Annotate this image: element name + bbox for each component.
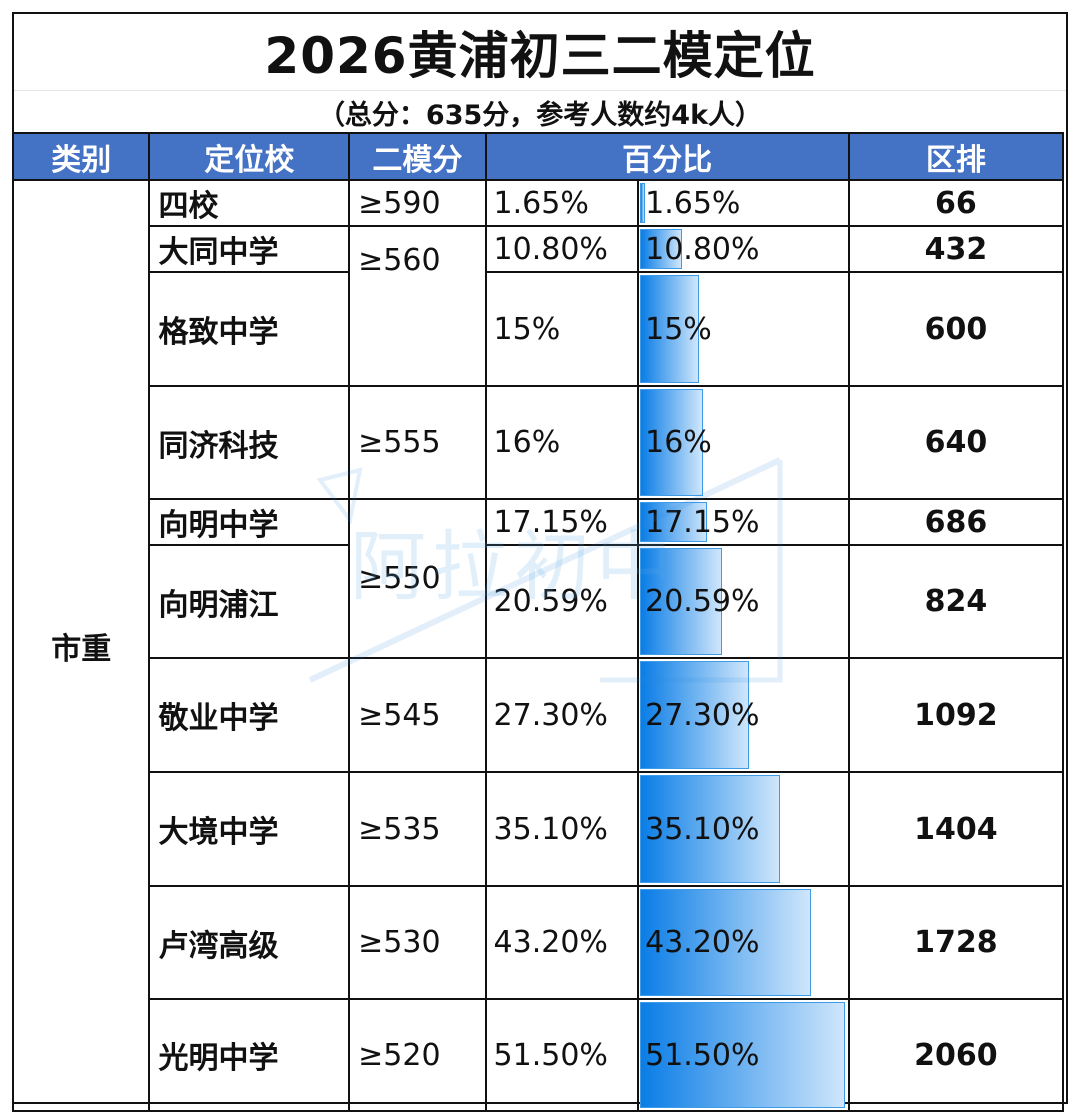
percent-bar	[640, 775, 780, 883]
percent-bar-label: 15%	[645, 311, 712, 347]
percent-bar	[640, 1002, 845, 1108]
percent-bar-label: 1.65%	[645, 185, 741, 221]
school-cell: 卢湾高级	[148, 885, 351, 1000]
table-row: 格致中学 15% 15% 600	[13, 271, 1065, 387]
school-cell: 敬业中学	[148, 657, 351, 773]
rank-cell: 2060	[847, 998, 1065, 1112]
percent-cell: 17.15%	[484, 498, 640, 546]
percent-bar	[640, 183, 646, 223]
percent-bar-cell: 16%	[637, 385, 850, 500]
percent-cell: 10.80%	[484, 225, 640, 273]
table-row: 光明中学 ≥520 51.50% 51.50% 2060	[13, 998, 1065, 1112]
table-row: 敬业中学 ≥545 27.30% 27.30% 1092	[13, 657, 1065, 773]
percent-cell: 16%	[484, 385, 640, 500]
header-category: 类别	[11, 132, 151, 181]
percent-bar-label: 17.15%	[645, 504, 760, 540]
table-row: 向明浦江 20.59% 20.59% 824	[13, 544, 1065, 659]
school-cell: 向明浦江	[148, 544, 351, 659]
score-cell: ≥590	[348, 179, 487, 227]
header-rank: 区排	[847, 132, 1065, 181]
page-title: 2026黄浦初三二模定位	[264, 27, 816, 85]
percent-bar-cell: 10.80%	[637, 225, 850, 273]
school-cell: 向明中学	[148, 498, 351, 546]
percent-bar-label: 16%	[645, 425, 712, 460]
percent-bar	[640, 889, 812, 996]
rank-cell: 600	[847, 271, 1065, 387]
percent-bar	[640, 502, 707, 542]
percent-bar	[640, 661, 749, 769]
percent-bar-cell: 1.65%	[637, 179, 850, 227]
score-cell: ≥560	[348, 225, 487, 387]
ranking-table: 类别 定位校 二模分 百分比 区排 市重 四校 ≥590 1.65% 1.65%…	[11, 132, 1065, 1112]
category-cell: 市重	[11, 179, 151, 1112]
table-row: 大同中学 ≥560 10.80% 10.80% 432	[13, 225, 1065, 387]
table-row: 卢湾高级 ≥530 43.20% 43.20% 1728	[13, 885, 1065, 1000]
rank-cell: 686	[847, 498, 1065, 546]
percent-cell: 43.20%	[484, 885, 640, 1000]
rank-cell: 640	[847, 385, 1065, 500]
page-subtitle: （总分：635分，参考人数约4k人）	[14, 90, 1066, 133]
school-cell: 四校	[148, 179, 351, 227]
score-cell: ≥545	[348, 657, 487, 773]
school-cell: 光明中学	[148, 998, 351, 1112]
percent-bar-cell: 17.15%	[637, 498, 850, 546]
school-cell: 大境中学	[148, 771, 351, 887]
percent-bar-cell: 43.20%	[637, 885, 850, 1000]
table-row: 大境中学 ≥535 35.10% 35.10% 1404	[13, 771, 1065, 887]
rank-cell: 1404	[847, 771, 1065, 887]
school-cell: 同济科技	[148, 385, 351, 500]
header-school: 定位校	[148, 132, 351, 181]
score-cell: ≥520	[348, 998, 487, 1112]
table-row: 同济科技 ≥555 16% 16% 640	[13, 385, 1065, 500]
percent-bar-cell: 27.30%	[637, 657, 850, 773]
percent-bar-cell: 20.59%	[637, 544, 850, 659]
percent-cell: 27.30%	[484, 657, 640, 773]
score-cell: ≥535	[348, 771, 487, 887]
percent-bar-label: 43.20%	[645, 925, 760, 960]
rank-cell: 432	[847, 225, 1065, 273]
percent-bar-label: 10.80%	[645, 231, 760, 267]
school-cell: 格致中学	[148, 271, 351, 387]
school-cell: 大同中学	[148, 225, 351, 273]
score-cell: ≥550	[348, 498, 487, 659]
percent-bar	[640, 389, 703, 496]
percent-cell: 51.50%	[484, 998, 640, 1112]
percent-cell: 35.10%	[484, 771, 640, 887]
table-header-row: 类别 定位校 二模分 百分比 区排	[11, 132, 1065, 181]
percent-bar	[640, 275, 699, 383]
rank-cell: 824	[847, 544, 1065, 659]
score-cell: ≥555	[348, 385, 487, 500]
percent-bar-cell: 51.50%	[637, 998, 850, 1112]
header-percent: 百分比	[484, 132, 850, 181]
percent-bar	[640, 229, 682, 269]
score-cell: ≥530	[348, 885, 487, 1000]
percent-cell: 1.65%	[484, 179, 640, 227]
rank-cell: 1092	[847, 657, 1065, 773]
percent-bar-cell: 15%	[637, 271, 850, 387]
score-table-sheet: 2026黄浦初三二模定位 （总分：635分，参考人数约4k人） 类别 定位校 二…	[11, 12, 1068, 1112]
percent-bar-label: 35.10%	[645, 811, 760, 847]
rank-cell: 1728	[847, 885, 1065, 1000]
table-row: 市重 四校 ≥590 1.65% 1.65% 66	[11, 179, 1065, 1112]
percent-cell: 20.59%	[484, 544, 640, 659]
table-row: 向明中学 ≥550 17.15% 17.15% 686	[13, 498, 1065, 659]
percent-bar-cell: 35.10%	[637, 771, 850, 887]
percent-bar-label: 20.59%	[645, 584, 760, 619]
rank-cell: 66	[847, 179, 1065, 227]
percent-bar-label: 51.50%	[645, 1037, 760, 1073]
percent-bar-label: 27.30%	[645, 697, 760, 733]
percent-bar	[640, 548, 722, 655]
header-score: 二模分	[348, 132, 487, 181]
percent-cell: 15%	[484, 271, 640, 387]
